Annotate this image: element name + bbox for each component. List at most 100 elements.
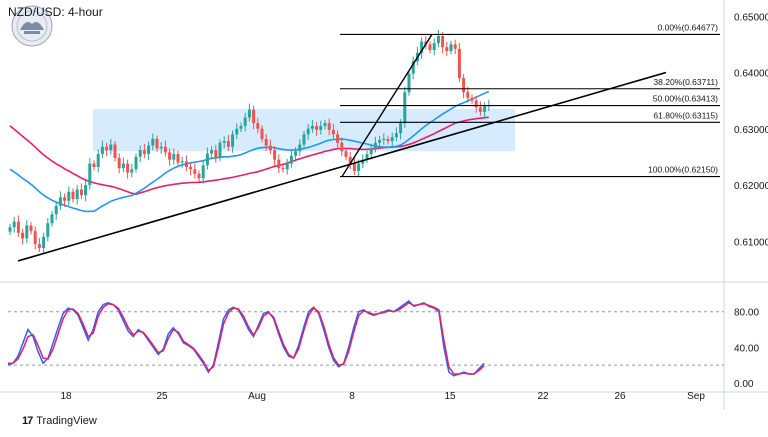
- candle-body[interactable]: [432, 43, 436, 50]
- candle-body[interactable]: [302, 134, 306, 145]
- candle-body[interactable]: [327, 123, 331, 130]
- candle-body[interactable]: [462, 78, 466, 93]
- candle-body[interactable]: [21, 232, 25, 239]
- candle-body[interactable]: [109, 144, 113, 151]
- candle-body[interactable]: [294, 151, 298, 156]
- candle-body[interactable]: [344, 151, 348, 157]
- candle-body[interactable]: [235, 128, 239, 135]
- candle-body[interactable]: [243, 117, 247, 126]
- candle-body[interactable]: [176, 154, 180, 163]
- candle-body[interactable]: [298, 144, 302, 152]
- candle-body[interactable]: [222, 141, 226, 143]
- candle-body[interactable]: [340, 142, 344, 152]
- candle-body[interactable]: [184, 161, 188, 167]
- candle-body[interactable]: [331, 129, 335, 135]
- candle-body[interactable]: [264, 138, 268, 146]
- candle-body[interactable]: [483, 106, 487, 112]
- candle-body[interactable]: [348, 156, 352, 164]
- candle-body[interactable]: [168, 152, 172, 160]
- candle-body[interactable]: [361, 159, 365, 164]
- candle-body[interactable]: [172, 154, 176, 160]
- candle-body[interactable]: [214, 150, 218, 158]
- candle-body[interactable]: [474, 100, 478, 108]
- candle-body[interactable]: [373, 142, 377, 149]
- candle-body[interactable]: [394, 133, 398, 138]
- candle-body[interactable]: [75, 189, 79, 200]
- candle-body[interactable]: [306, 128, 310, 135]
- candle-body[interactable]: [205, 153, 209, 166]
- candle-body[interactable]: [100, 146, 104, 155]
- candle-body[interactable]: [189, 167, 193, 170]
- candle-body[interactable]: [126, 163, 130, 173]
- candle-body[interactable]: [445, 47, 449, 52]
- candle-body[interactable]: [134, 156, 138, 170]
- candle-body[interactable]: [201, 165, 205, 179]
- candle-body[interactable]: [273, 150, 277, 160]
- ascending-trendline[interactable]: [17, 71, 667, 262]
- candle-body[interactable]: [54, 205, 58, 215]
- candle-body[interactable]: [336, 134, 340, 143]
- candle-body[interactable]: [357, 163, 361, 171]
- candle-body[interactable]: [84, 185, 88, 196]
- candle-body[interactable]: [260, 128, 264, 139]
- candle-body[interactable]: [113, 144, 117, 159]
- candle-body[interactable]: [67, 191, 71, 201]
- candle-body[interactable]: [457, 48, 461, 79]
- candle-body[interactable]: [12, 221, 16, 228]
- candle-body[interactable]: [390, 137, 394, 142]
- candle-body[interactable]: [247, 109, 251, 118]
- candle-body[interactable]: [96, 154, 100, 167]
- candle-body[interactable]: [138, 150, 142, 157]
- candle-body[interactable]: [29, 225, 33, 232]
- candle-body[interactable]: [117, 158, 121, 169]
- candle-body[interactable]: [369, 148, 373, 155]
- candle-body[interactable]: [428, 44, 432, 50]
- candle-body[interactable]: [92, 163, 96, 167]
- candle-body[interactable]: [25, 225, 29, 239]
- candle-body[interactable]: [147, 145, 151, 155]
- stoch-d-line[interactable]: [8, 301, 485, 375]
- candle-body[interactable]: [79, 189, 83, 196]
- candle-body[interactable]: [130, 169, 134, 173]
- candle-body[interactable]: [478, 107, 482, 112]
- stoch-k-line[interactable]: [7, 300, 485, 377]
- candle-body[interactable]: [163, 146, 167, 153]
- candle-body[interactable]: [42, 236, 46, 248]
- tradingview-brand[interactable]: 17 TradingView: [22, 415, 97, 427]
- candle-body[interactable]: [382, 138, 386, 140]
- candle-body[interactable]: [386, 138, 390, 142]
- candle-body[interactable]: [193, 169, 197, 174]
- candle-body[interactable]: [142, 150, 146, 155]
- candle-body[interactable]: [197, 173, 201, 179]
- candle-body[interactable]: [315, 125, 319, 130]
- candle-body[interactable]: [33, 231, 37, 245]
- candle-body[interactable]: [268, 145, 272, 151]
- candle-body[interactable]: [256, 123, 260, 129]
- candle-body[interactable]: [226, 141, 230, 147]
- candle-body[interactable]: [436, 35, 440, 44]
- candle-body[interactable]: [46, 223, 50, 237]
- candle-body[interactable]: [159, 146, 163, 149]
- candle-body[interactable]: [277, 159, 281, 169]
- candle-body[interactable]: [37, 244, 41, 248]
- candle-body[interactable]: [58, 197, 62, 206]
- candle-body[interactable]: [420, 41, 424, 53]
- candle-body[interactable]: [365, 154, 369, 160]
- candle-body[interactable]: [71, 191, 75, 200]
- candle-body[interactable]: [352, 163, 356, 171]
- candle-body[interactable]: [470, 97, 474, 101]
- candle-body[interactable]: [403, 92, 407, 124]
- fib-swing-line[interactable]: [341, 34, 433, 177]
- candle-body[interactable]: [105, 146, 109, 151]
- candle-body[interactable]: [252, 109, 256, 124]
- candle-body[interactable]: [319, 125, 323, 130]
- candle-body[interactable]: [8, 227, 12, 232]
- candle-body[interactable]: [63, 197, 67, 201]
- candle-body[interactable]: [407, 73, 411, 93]
- candle-body[interactable]: [411, 61, 415, 74]
- candle-body[interactable]: [239, 125, 243, 129]
- candle-body[interactable]: [310, 125, 314, 129]
- candle-body[interactable]: [50, 214, 54, 224]
- candle-body[interactable]: [466, 92, 470, 98]
